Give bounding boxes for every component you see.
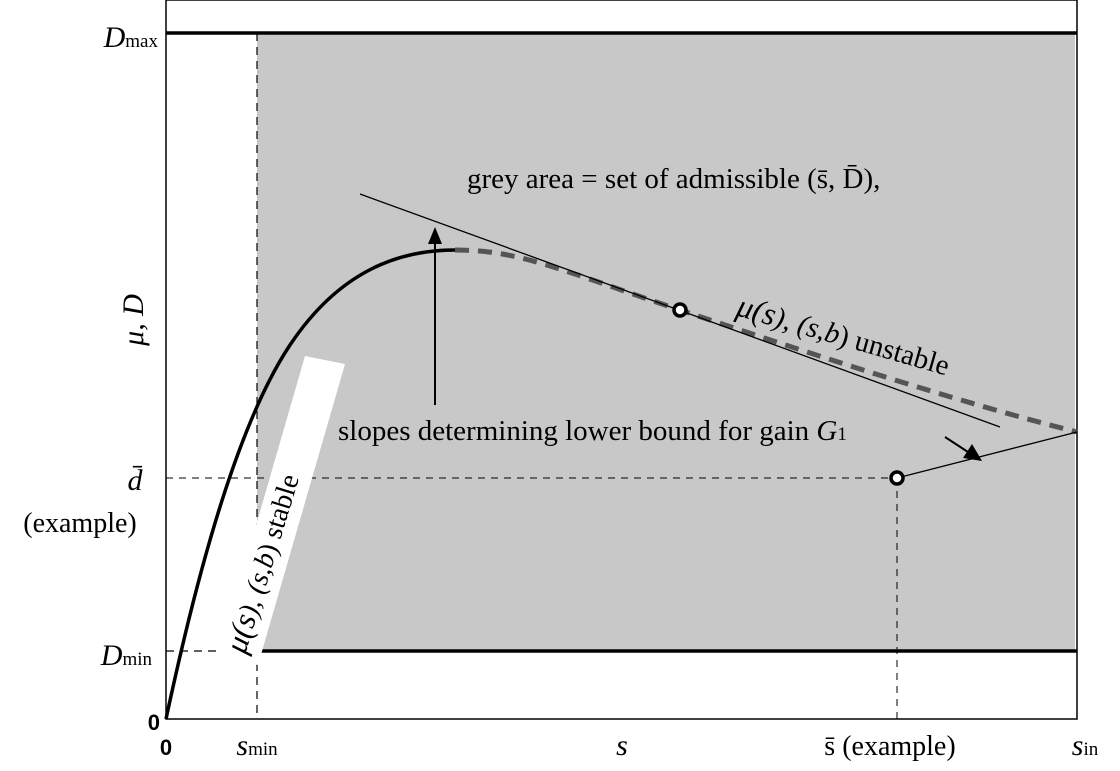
s-bar-label: s̄ (example) (824, 731, 955, 762)
d-max-label: Dmax (103, 21, 159, 54)
admissible-region (257, 33, 1075, 651)
y-axis-label: μ, D (117, 294, 150, 347)
s-in-label: sin (1072, 729, 1099, 762)
gain-slope-line (896, 431, 1078, 479)
gain-arrow (944, 436, 969, 453)
slopes-label: slopes determining lower bound for gain … (338, 415, 847, 447)
d-bar-note: (example) (23, 508, 137, 539)
tangent-point-marker (672, 302, 688, 318)
mu-stable-curve (164, 248, 456, 720)
d-bar-label: d̄ (128, 464, 144, 497)
gain-arrowhead (963, 444, 982, 461)
slopes-arrowhead (428, 227, 442, 244)
s-min-label: smin (236, 729, 278, 762)
grey-area-label: grey area = set of admissible (s̄, D̄), (467, 163, 880, 195)
x-axis-label: s (616, 729, 628, 762)
stable-label-band (218, 356, 345, 665)
d-min-label: Dmin (100, 639, 153, 672)
mu-unstable-curve (454, 247, 1078, 435)
example-point-marker (889, 470, 905, 486)
origin-x-label: 0 (160, 735, 172, 760)
origin-y-label: 0 (148, 710, 160, 735)
plot-frame (165, 0, 1078, 720)
